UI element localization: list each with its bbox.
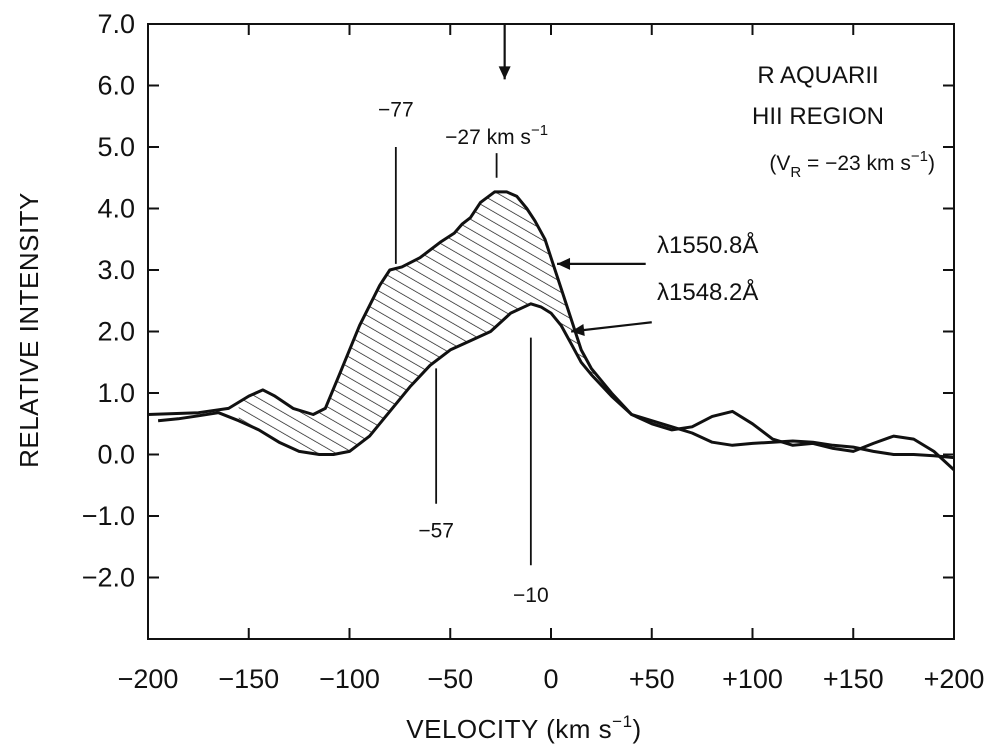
y-axis-title: RELATIVE INTENSITY (14, 192, 44, 468)
velocity-marker-label: −10 (513, 584, 549, 607)
x-tick-label: +100 (722, 664, 783, 694)
y-ticks: 7.0 6.0 5.0 4.0 3.0 2.0 1.0 0.0 −1.0 −2.0 (82, 9, 954, 593)
hatched-area (238, 191, 642, 455)
chart-title-line-2: HII REGION (752, 103, 884, 130)
y-tick-label: −1.0 (82, 501, 135, 531)
hatched-region (238, 191, 642, 455)
velocity-marker-label: −27 km s−1 (445, 122, 548, 149)
y-tick-label: 6.0 (97, 71, 135, 101)
y-tick-label: −2.0 (82, 563, 135, 593)
x-tick-label: +50 (629, 664, 675, 694)
label-arrow-1548-head (571, 324, 585, 336)
x-tick-label: −150 (218, 664, 279, 694)
y-tick-label: 4.0 (97, 194, 135, 224)
velocity-marker-label: −77 (378, 98, 414, 121)
systemic-velocity-arrow-head (498, 66, 511, 80)
annotation-arrows (498, 24, 652, 336)
x-tick-label: 0 (543, 664, 558, 694)
velocity-markers: −77 −27 km s−1 −57 −10 (378, 98, 549, 607)
series-lines (148, 190, 954, 472)
series-line-1548 (157, 302, 954, 460)
label-arrow-1550-head (557, 257, 571, 270)
y-tick-label: 7.0 (97, 9, 135, 39)
x-ticks: −200 −150 −100 −50 0 +50 +100 +150 +200 (118, 24, 985, 694)
x-tick-label: −100 (319, 664, 380, 694)
chart-title-line-1: R AQUARII (757, 62, 878, 89)
velocity-marker-label: −57 (418, 520, 454, 543)
y-tick-label: 1.0 (97, 378, 135, 408)
x-tick-label: −200 (118, 664, 179, 694)
x-tick-label: +200 (924, 664, 985, 694)
series-label-1550: λ1550.8Å (657, 231, 758, 259)
series-label-1548: λ1548.2Å (657, 278, 758, 306)
y-tick-label: 0.0 (97, 440, 135, 470)
y-tick-label: 3.0 (97, 255, 135, 285)
chart-subtitle: (VR = −23 km s−1) (769, 148, 935, 181)
y-tick-label: 5.0 (97, 132, 135, 162)
label-arrow-1548 (571, 321, 652, 333)
x-tick-label: −50 (427, 664, 473, 694)
y-tick-label: 2.0 (97, 317, 135, 347)
series-line-1550 (148, 190, 954, 472)
x-axis-title: VELOCITY (km s−1) (406, 712, 641, 744)
x-tick-label: +150 (823, 664, 884, 694)
